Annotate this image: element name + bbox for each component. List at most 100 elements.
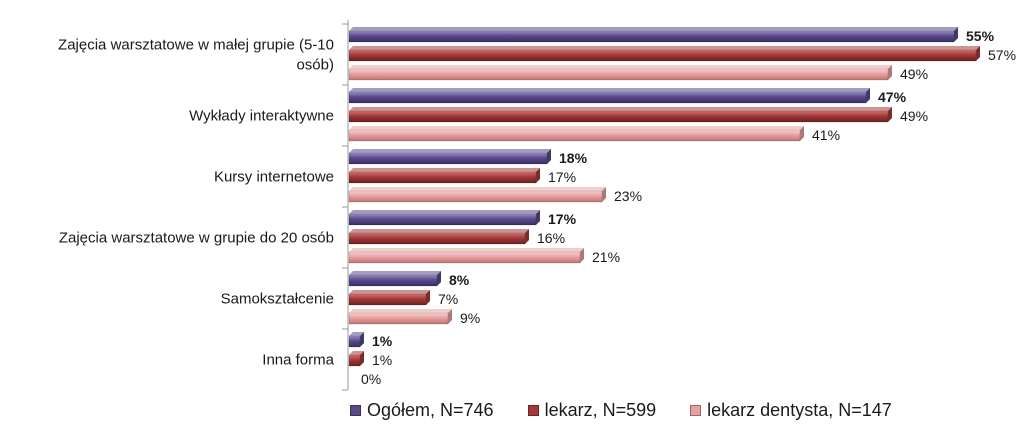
bar-top-lekarz-n-599-wyklady-interaktywne bbox=[349, 107, 892, 111]
bar-end-lekarz-dentysta-n-147-zajecia-warsztatowe-w-malej-grupie-5-10-osob bbox=[888, 65, 892, 80]
value-label-lekarz-n-599-zajecia-warsztatowe-w-malej-grupie-5-10-osob: 57% bbox=[988, 47, 1016, 63]
bar-top-lekarz-dentysta-n-147-wyklady-interaktywne bbox=[349, 126, 804, 130]
bar-end-shade-lekarz-dentysta-n-147-zajecia-warsztatowe-w-grupie-do-20-osob bbox=[580, 248, 584, 263]
bar-end-lekarz-n-599-kursy-internetowe bbox=[536, 168, 540, 183]
bar-end-shade-ogolem-n-746-inna-forma bbox=[360, 332, 364, 347]
bar-end-lekarz-n-599-samoksztalcenie bbox=[426, 290, 430, 305]
bar-chart: Zajęcia warsztatowe w małej grupie (5-10… bbox=[58, 20, 1016, 391]
bar-top-lekarz-dentysta-n-147-samoksztalcenie bbox=[349, 309, 452, 313]
bar-top-lekarz-n-599-zajecia-warsztatowe-w-malej-grupie-5-10-osob bbox=[349, 46, 980, 50]
bar-end-lekarz-dentysta-n-147-kursy-internetowe bbox=[602, 187, 606, 202]
bar-end-shade-ogolem-n-746-wyklady-interaktywne bbox=[866, 88, 870, 103]
legend-swatch-lekarz bbox=[527, 405, 539, 416]
bar-top-ogolem-n-746-wyklady-interaktywne bbox=[349, 88, 870, 92]
legend-swatch-lekarz-dentysta bbox=[690, 405, 702, 416]
bar-end-lekarz-dentysta-n-147-zajecia-warsztatowe-w-grupie-do-20-osob bbox=[580, 248, 584, 263]
value-label-ogolem-n-746-zajecia-warsztatowe-w-grupie-do-20-osob: 17% bbox=[548, 211, 577, 227]
category-label-zajecia-warsztatowe-w-grupie-do-20-osob: Zajęcia warsztatowe w grupie do 20 osób bbox=[59, 230, 334, 247]
legend-item-lekarz: lekarz, N=599 bbox=[527, 400, 657, 421]
legend-item-ogolem: Ogółem, N=746 bbox=[350, 400, 494, 421]
bar-ogolem-n-746-zajecia-warsztatowe-w-malej-grupie-5-10-osob bbox=[348, 30, 955, 43]
bar-end-ogolem-n-746-samoksztalcenie bbox=[437, 271, 441, 286]
bar-top-ogolem-n-746-zajecia-warsztatowe-w-malej-grupie-5-10-osob bbox=[349, 27, 958, 31]
bar-lekarz-dentysta-n-147-zajecia-warsztatowe-w-grupie-do-20-osob bbox=[348, 251, 581, 264]
value-label-ogolem-n-746-zajecia-warsztatowe-w-malej-grupie-5-10-osob: 55% bbox=[966, 28, 995, 44]
bar-end-shade-lekarz-dentysta-n-147-wyklady-interaktywne bbox=[800, 126, 804, 141]
value-label-lekarz-n-599-wyklady-interaktywne: 49% bbox=[900, 108, 928, 124]
legend-label-lekarz: lekarz, N=599 bbox=[544, 400, 657, 420]
category-label-samoksztalcenie: Samokształcenie bbox=[221, 291, 334, 308]
value-label-lekarz-n-599-inna-forma: 1% bbox=[372, 352, 392, 368]
bar-top-lekarz-n-599-inna-forma bbox=[349, 351, 364, 355]
bar-end-ogolem-n-746-zajecia-warsztatowe-w-malej-grupie-5-10-osob bbox=[954, 27, 958, 42]
value-label-ogolem-n-746-wyklady-interaktywne: 47% bbox=[878, 89, 907, 105]
bar-top-lekarz-dentysta-n-147-kursy-internetowe bbox=[349, 187, 606, 191]
bar-lekarz-dentysta-n-147-samoksztalcenie bbox=[348, 312, 449, 325]
bar-end-shade-lekarz-n-599-samoksztalcenie bbox=[426, 290, 430, 305]
bar-ogolem-n-746-wyklady-interaktywne bbox=[348, 91, 867, 104]
bar-lekarz-n-599-wyklady-interaktywne bbox=[348, 110, 889, 123]
legend-label-lekarz-dentysta: lekarz dentysta, N=147 bbox=[707, 400, 892, 420]
bar-ogolem-n-746-kursy-internetowe bbox=[348, 152, 548, 165]
bar-lekarz-n-599-samoksztalcenie bbox=[348, 293, 427, 306]
bar-lekarz-n-599-kursy-internetowe bbox=[348, 171, 537, 184]
bar-end-lekarz-dentysta-n-147-wyklady-interaktywne bbox=[800, 126, 804, 141]
bar-top-ogolem-n-746-kursy-internetowe bbox=[349, 149, 551, 153]
legend-label-ogolem: Ogółem, N=746 bbox=[367, 400, 494, 420]
bar-end-lekarz-n-599-inna-forma bbox=[360, 351, 364, 366]
bar-lekarz-n-599-zajecia-warsztatowe-w-malej-grupie-5-10-osob bbox=[348, 49, 977, 62]
category-label-inna-forma: Inna forma bbox=[262, 352, 334, 369]
bar-end-ogolem-n-746-inna-forma bbox=[360, 332, 364, 347]
bar-end-shade-lekarz-n-599-kursy-internetowe bbox=[536, 168, 540, 183]
bar-end-lekarz-n-599-zajecia-warsztatowe-w-grupie-do-20-osob bbox=[525, 229, 529, 244]
bar-end-shade-ogolem-n-746-zajecia-warsztatowe-w-malej-grupie-5-10-osob bbox=[954, 27, 958, 42]
bar-end-shade-lekarz-n-599-wyklady-interaktywne bbox=[888, 107, 892, 122]
legend-swatch-ogolem bbox=[350, 405, 361, 416]
bar-top-lekarz-dentysta-n-147-zajecia-warsztatowe-w-grupie-do-20-osob bbox=[349, 248, 584, 252]
bar-end-shade-ogolem-n-746-samoksztalcenie bbox=[437, 271, 441, 286]
bar-end-shade-ogolem-n-746-zajecia-warsztatowe-w-grupie-do-20-osob bbox=[536, 210, 540, 225]
bar-end-shade-lekarz-n-599-inna-forma bbox=[360, 351, 364, 366]
category-label-zajecia-warsztatowe-w-malej-grupie-5-10-osob: Zajęcia warsztatowe w małej grupie (5-10… bbox=[58, 37, 334, 74]
value-label-lekarz-n-599-zajecia-warsztatowe-w-grupie-do-20-osob: 16% bbox=[537, 230, 565, 246]
value-label-ogolem-n-746-inna-forma: 1% bbox=[372, 333, 393, 349]
bar-end-ogolem-n-746-zajecia-warsztatowe-w-grupie-do-20-osob bbox=[536, 210, 540, 225]
bar-end-shade-lekarz-dentysta-n-147-samoksztalcenie bbox=[448, 309, 452, 324]
value-label-lekarz-n-599-kursy-internetowe: 17% bbox=[548, 169, 576, 185]
category-label-wyklady-interaktywne: Wykłady interaktywne bbox=[189, 108, 334, 125]
bar-lekarz-dentysta-n-147-zajecia-warsztatowe-w-malej-grupie-5-10-osob bbox=[348, 68, 889, 81]
bar-end-ogolem-n-746-kursy-internetowe bbox=[547, 149, 551, 164]
bar-lekarz-dentysta-n-147-kursy-internetowe bbox=[348, 190, 603, 203]
value-label-ogolem-n-746-kursy-internetowe: 18% bbox=[559, 150, 588, 166]
bar-end-shade-lekarz-dentysta-n-147-zajecia-warsztatowe-w-malej-grupie-5-10-osob bbox=[888, 65, 892, 80]
bar-top-ogolem-n-746-zajecia-warsztatowe-w-grupie-do-20-osob bbox=[349, 210, 540, 214]
bar-end-shade-ogolem-n-746-kursy-internetowe bbox=[547, 149, 551, 164]
bar-top-lekarz-n-599-kursy-internetowe bbox=[349, 168, 540, 172]
bar-lekarz-n-599-inna-forma bbox=[348, 354, 361, 367]
bar-top-lekarz-n-599-samoksztalcenie bbox=[349, 290, 430, 294]
bar-end-ogolem-n-746-wyklady-interaktywne bbox=[866, 88, 870, 103]
bar-lekarz-dentysta-n-147-wyklady-interaktywne bbox=[348, 129, 801, 142]
value-label-lekarz-dentysta-n-147-samoksztalcenie: 9% bbox=[460, 310, 480, 326]
value-label-lekarz-n-599-samoksztalcenie: 7% bbox=[438, 291, 458, 307]
chart-legend: Ogółem, N=746 lekarz, N=599 lekarz denty… bbox=[350, 400, 892, 421]
value-label-ogolem-n-746-samoksztalcenie: 8% bbox=[449, 272, 470, 288]
bar-end-shade-lekarz-n-599-zajecia-warsztatowe-w-malej-grupie-5-10-osob bbox=[976, 46, 980, 61]
bar-end-shade-lekarz-n-599-zajecia-warsztatowe-w-grupie-do-20-osob bbox=[525, 229, 529, 244]
bar-lekarz-n-599-zajecia-warsztatowe-w-grupie-do-20-osob bbox=[348, 232, 526, 245]
category-label-kursy-internetowe: Kursy internetowe bbox=[214, 169, 334, 186]
legend-item-lekarz-dentysta: lekarz dentysta, N=147 bbox=[690, 400, 892, 421]
value-label-lekarz-dentysta-n-147-wyklady-interaktywne: 41% bbox=[812, 127, 840, 143]
bar-top-ogolem-n-746-inna-forma bbox=[349, 332, 364, 336]
bar-end-lekarz-n-599-wyklady-interaktywne bbox=[888, 107, 892, 122]
bar-top-lekarz-dentysta-n-147-zajecia-warsztatowe-w-malej-grupie-5-10-osob bbox=[349, 65, 892, 69]
bar-end-lekarz-dentysta-n-147-samoksztalcenie bbox=[448, 309, 452, 324]
bar-top-ogolem-n-746-samoksztalcenie bbox=[349, 271, 441, 275]
bar-top-lekarz-n-599-zajecia-warsztatowe-w-grupie-do-20-osob bbox=[349, 229, 529, 233]
value-label-lekarz-dentysta-n-147-zajecia-warsztatowe-w-malej-grupie-5-10-osob: 49% bbox=[900, 66, 928, 82]
bar-ogolem-n-746-inna-forma bbox=[348, 335, 361, 348]
bar-ogolem-n-746-samoksztalcenie bbox=[348, 274, 438, 287]
value-label-lekarz-dentysta-n-147-zajecia-warsztatowe-w-grupie-do-20-osob: 21% bbox=[592, 249, 620, 265]
value-label-lekarz-dentysta-n-147-kursy-internetowe: 23% bbox=[614, 188, 642, 204]
bar-end-lekarz-n-599-zajecia-warsztatowe-w-malej-grupie-5-10-osob bbox=[976, 46, 980, 61]
